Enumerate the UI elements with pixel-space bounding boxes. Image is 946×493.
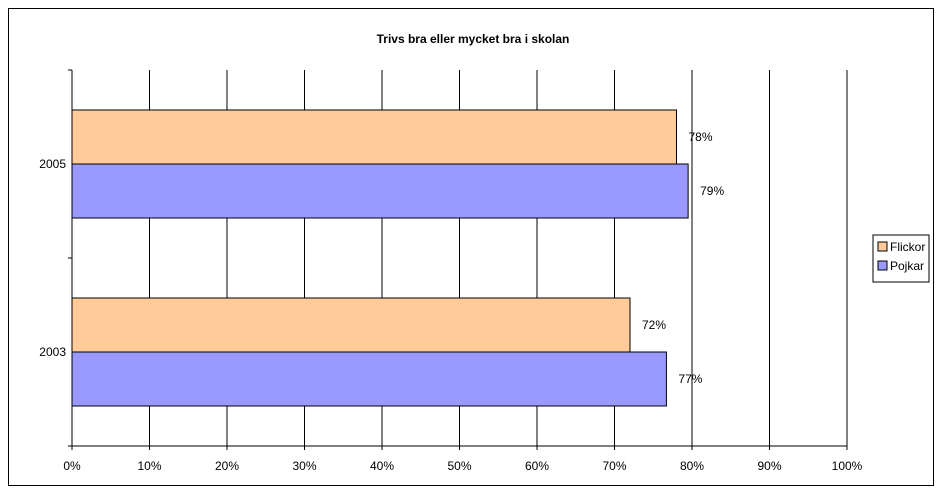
plot-area: 78% 79% 2005 72% 77% 2003 0% 10% 20% 30% 40% 50% 60%… [39,69,863,473]
data-label: 72% [642,318,666,332]
x-tick-label: 80% [680,459,704,473]
bar-pojkar-2003 [71,351,667,407]
y-tick-label: 2003 [39,345,66,359]
legend-swatch-pojkar [877,260,888,271]
data-label: 78% [689,130,713,144]
legend: Flickor Pojkar [872,234,930,283]
x-tick-label: 0% [63,459,81,473]
x-tick-label: 100% [832,459,863,473]
legend-swatch-flickor [877,241,888,252]
legend-label: Pojkar [890,259,924,273]
chart-title: Trivs bra eller mycket bra i skolan [377,32,570,46]
x-tick-label: 60% [525,459,549,473]
data-label: 79% [700,184,724,198]
x-tick-label: 70% [602,459,626,473]
x-tick-label: 40% [370,459,394,473]
legend-label: Flickor [890,240,925,254]
bar-flickor-2005 [71,109,677,165]
bar-pojkar-2005 [71,163,689,219]
bar-flickor-2003 [71,297,631,353]
x-tick-label: 10% [137,459,161,473]
y-tick-label: 2005 [39,157,66,171]
data-label: 77% [678,372,702,386]
x-tick-label: 90% [757,459,781,473]
x-tick-label: 50% [447,459,471,473]
x-tick-label: 30% [292,459,316,473]
x-tick-label: 20% [215,459,239,473]
